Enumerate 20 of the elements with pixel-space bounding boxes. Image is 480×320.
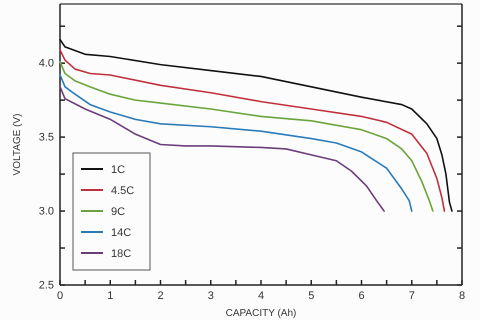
x-tick-label: 4 — [258, 290, 264, 302]
x-tick-label: 1 — [107, 290, 114, 302]
x-tick-label: 0 — [56, 290, 64, 302]
x-tick-label: 6 — [358, 290, 365, 302]
legend-label: 9C — [111, 206, 126, 218]
legend-label: 18C — [111, 248, 132, 260]
x-axis-title: CAPACITY (Ah) — [226, 308, 296, 319]
y-tick-label: 2.5 — [38, 280, 54, 292]
y-tick-label: 4.0 — [38, 58, 54, 70]
x-tick-label: 2 — [157, 290, 164, 302]
y-axis-title: VOLTAGE (V) — [12, 114, 23, 176]
y-tick-label: 3.0 — [38, 206, 54, 218]
x-tick-label: 7 — [408, 290, 415, 302]
x-tick-label: 8 — [458, 290, 466, 302]
y-tick-label: 3.5 — [38, 132, 54, 144]
legend-label: 4.5C — [111, 185, 134, 197]
legend-label: 14C — [111, 227, 132, 239]
x-tick-label: 3 — [208, 290, 214, 302]
x-tick-label: 5 — [308, 290, 314, 302]
legend-label: 1C — [111, 164, 126, 176]
